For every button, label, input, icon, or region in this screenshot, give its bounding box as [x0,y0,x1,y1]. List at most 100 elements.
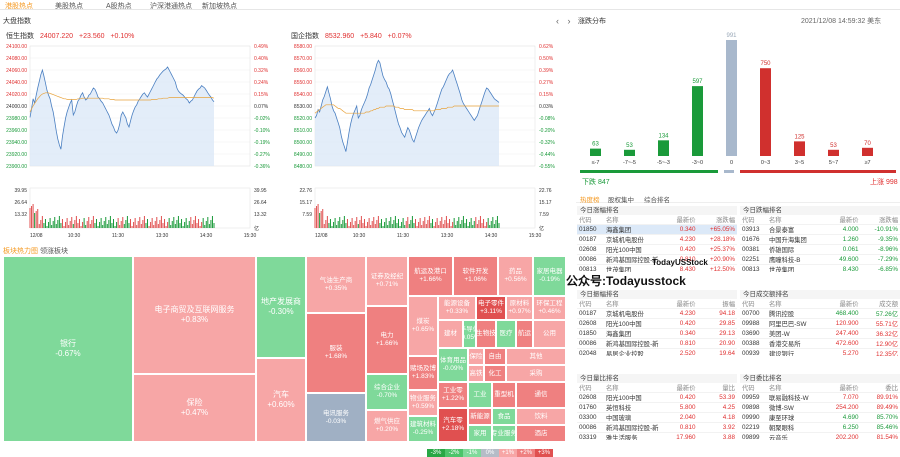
rank-row[interactable]: 02219 朝聚眼科 6.250 85.46% [740,422,900,433]
rank-row[interactable]: 03690 美团-W 247.400 36.32亿 [740,328,900,339]
sector-cell[interactable]: 电讯服务 -0.03% [306,393,366,442]
sector-cell[interactable]: 高铁 [468,365,484,382]
index-nav-arrows[interactable]: ‹ › [556,16,574,26]
sector-cell[interactable]: 航运及港口 +1.66% [408,256,453,296]
tab-connect-hot[interactable]: 沪深港通热点 [150,3,192,10]
sector-cell[interactable]: 采购 [506,365,566,382]
tab-equity-concentration[interactable]: 股权集中 [608,197,634,204]
rank-row[interactable]: 03319 雅生活服务 17.960 3.88 [577,432,737,440]
rank-row[interactable]: 00939 建设银行 5.270 12.35亿 [740,348,900,356]
sector-cell[interactable]: 证券及经纪 +0.71% [366,256,408,306]
rank-row[interactable]: 01760 英恒科技 5.800 4.25 [577,402,737,413]
rank-row[interactable]: 02251 鹰瞳科技-B 49.600 -7.29% [740,254,900,265]
hsi-volume-bar [61,219,63,228]
sector-cell[interactable]: 公用 [533,320,566,348]
sector-cell[interactable]: 半导体-0.05% [463,320,476,348]
sector-cell[interactable]: 重型机 [492,382,516,408]
dist-category-label: 0~3 [761,160,770,166]
sector-cell[interactable]: 工业 [468,382,492,408]
tab-overall-rank[interactable]: 综合排名 [644,197,670,204]
tab-us-hot[interactable]: 美股热点 [55,3,83,10]
rank-column-header: 名称 [604,383,661,393]
rank-row[interactable]: 00086 新鸿基国际控股-新 0.810 3.92 [577,422,737,433]
sector-subtab[interactable]: 领涨板块 [40,248,68,255]
sector-cell[interactable]: 汽车零 +2.18% [438,408,468,442]
sector-cell[interactable]: 物业服务 +0.59% [408,390,438,416]
rank-row[interactable]: 09898 微博-SW 254.200 89.49% [740,402,900,413]
rank-row[interactable]: 00086 新鸿基国际控股-新 0.810 20.90 [577,338,737,349]
sector-cell[interactable]: 赌场及博 +1.83% [408,356,438,390]
tab-hot-rank[interactable]: 热度榜 [580,197,600,204]
rank-row[interactable]: 03913 合景泰富 4.000 -10.91% [740,224,900,235]
sector-cell[interactable]: 药品 +0.56% [498,256,533,296]
rank-cell: 朝聚眼科 [767,422,824,433]
sector-cell[interactable]: 服装 +1.68% [306,313,366,393]
sector-cell[interactable]: 软件开发 +1.06% [453,256,498,296]
hcei-chart[interactable]: 8580.00 0.62% 8570.00 0.50% 8560.00 0.39% 8550… [285,38,570,242]
hcei-y-tick: 8510.00 [294,128,312,134]
rank-row[interactable]: 00388 香港交易所 472.600 12.90亿 [740,338,900,349]
sector-cell[interactable]: 医疗 [496,320,516,348]
sector-cell[interactable]: 新能源 [468,408,492,425]
sector-cell[interactable]: 自由 [484,348,506,365]
hsi-volume-bar [58,216,60,228]
sector-cell[interactable]: 燃气供应 +0.20% [366,410,408,442]
rank-row[interactable]: 09990 康至环球 4.690 85.70% [740,412,900,423]
sector-cell[interactable]: 综合企业 -0.70% [366,374,408,410]
sector-cell[interactable]: 气油生产商 +0.35% [306,256,366,313]
rank-row[interactable]: 01850 海鑫集团 0.340 29.13 [577,328,737,339]
sector-cell[interactable]: 专业服务 [492,425,516,442]
sector-heatmap-title[interactable]: 板块热力图 [3,248,38,255]
sector-cell[interactable]: 电子商贸及互联网服务 +0.83% [133,256,256,374]
sector-cell[interactable]: 建筑材料 -0.25% [408,416,438,442]
sector-cell[interactable]: 航运 [516,320,533,348]
hsi-x-tick: 15:30 [244,233,257,239]
sector-cell[interactable]: 食品 [492,408,516,425]
rank-row[interactable]: 09899 云音乐 202.200 81.54% [740,432,900,440]
sector-cell[interactable]: 通信 [516,382,566,408]
sector-cell[interactable]: 电子零件 +3.11% [476,296,506,320]
sector-cell[interactable]: 家居电器 -0.19% [533,256,566,296]
rank-row[interactable]: 09988 阿里巴巴-SW 120.900 55.71亿 [740,318,900,329]
sector-cell[interactable]: 原材料 +0.97% [506,296,533,320]
sector-cell[interactable]: 化工 [484,365,506,382]
rank-row[interactable]: 01676 中国升海集团 1.260 -9.35% [740,234,900,245]
rank-row[interactable]: 00813 世茂集团 8.430 +12.50% [577,264,737,272]
rank-cell: 94.18 [697,308,737,319]
sector-cell[interactable]: 保险 +0.47% [133,374,256,442]
sector-cell[interactable]: 体育用品 -0.09% [438,348,468,382]
sector-cell[interactable]: 保险 [468,348,484,365]
rank-row[interactable]: 02608 阳光100中国 0.420 53.39 [577,392,737,403]
hsi-chart[interactable]: 24100.00 0.49% 24080.00 0.40% 24060.00 0.32% 2… [0,38,285,242]
sector-cell[interactable]: 建材 [438,320,463,348]
rank-row[interactable]: 02048 易居企业控股 2.520 19.64 [577,348,737,356]
rank-row[interactable]: 00813 世茂集团 8.430 -6.85% [740,264,900,272]
rank-row[interactable]: 03300 中国玻璃 2.040 4.18 [577,412,737,423]
rank-row[interactable]: 00086 新鸿基国际控股-新 0.810 +20.90% [577,254,737,265]
sector-cell[interactable]: 环保工程 +0.46% [533,296,566,320]
tab-sg-hot[interactable]: 新加坡热点 [202,3,237,10]
sector-cell[interactable]: 家用 [468,425,492,442]
sector-cell[interactable]: 银行 -0.67% [3,256,133,442]
sector-cell[interactable]: 生物技 [476,320,496,348]
rank-row[interactable]: 00187 京城机电股份 4.230 +28.18% [577,234,737,245]
rank-cell: 8.430 [823,264,861,272]
rank-row[interactable]: 01850 海鑫集团 0.340 +65.05% [577,224,737,235]
sector-cell[interactable]: 工业零 +1.22% [438,382,468,408]
sector-cell[interactable]: 煤炭 +0.65% [408,296,438,356]
sector-cell[interactable]: 其他 [506,348,566,365]
sector-cell[interactable]: 电力 +1.66% [366,306,408,374]
rank-row[interactable]: 02608 阳光100中国 0.420 29.85 [577,318,737,329]
sector-cell[interactable]: 饮料 [516,408,566,425]
rank-row[interactable]: 00700 腾讯控股 468.400 57.26亿 [740,308,900,319]
sector-cell[interactable]: 能源设备 +0.33% [438,296,476,320]
rank-row[interactable]: 00187 京城机电股份 4.230 94.18 [577,308,737,319]
rank-row[interactable]: 00381 侨雄国际 0.061 -8.96% [740,244,900,255]
sector-cell[interactable]: 汽车 +0.60% [256,358,306,442]
rank-row[interactable]: 09959 联易融科技-W 7.070 89.91% [740,392,900,403]
rank-row[interactable]: 02608 阳光100中国 0.420 +25.37% [577,244,737,255]
sector-cell[interactable]: 地产发展商 -0.30% [256,256,306,358]
tab-a-share-hot[interactable]: A股热点 [106,3,132,10]
sector-cell[interactable]: 酒店 [516,425,566,442]
tab-hk-hot[interactable]: 港股热点 [5,3,33,10]
